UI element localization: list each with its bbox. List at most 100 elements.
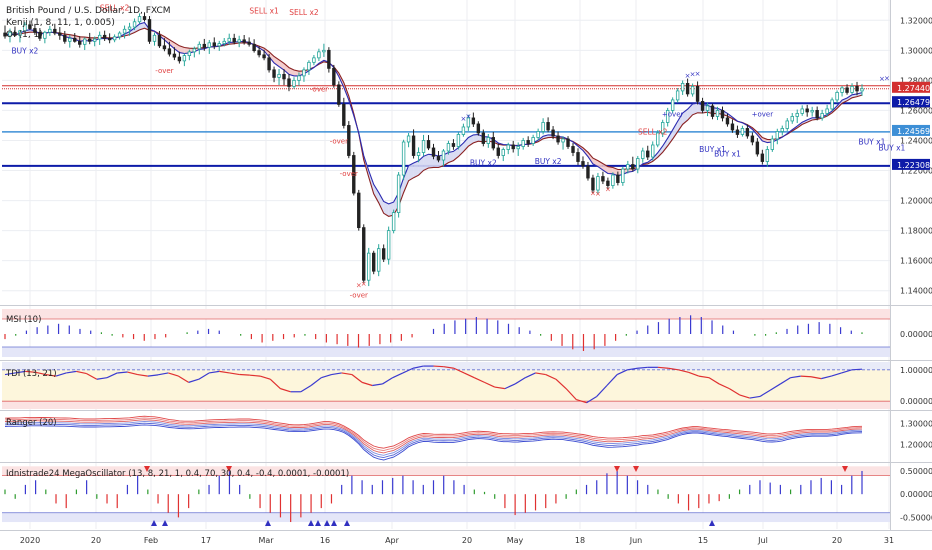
mega-tick-label[interactable]: 0.00000 [900, 490, 932, 499]
time-tick-label[interactable]: 16 [320, 536, 330, 545]
candle-body [68, 37, 72, 42]
candle-body [332, 67, 336, 86]
candle [805, 104, 809, 117]
candle [202, 38, 207, 51]
level-tag-bg[interactable] [892, 96, 930, 108]
price-tick-label[interactable]: 1.22000 [900, 167, 932, 176]
candle-body [362, 227, 366, 281]
time-tick-label[interactable]: 17 [201, 536, 211, 545]
candle [755, 138, 760, 157]
time-tick-label[interactable]: 31 [884, 536, 894, 545]
candle [616, 171, 620, 186]
candle [372, 250, 376, 275]
candle-body [372, 252, 376, 272]
candle-body [436, 155, 441, 161]
level-tag-label[interactable]: 1.22308 [897, 161, 930, 170]
price-tick-label[interactable]: 1.20000 [900, 197, 932, 206]
time-tick-label[interactable]: May [507, 536, 524, 545]
tdi-tick-label[interactable]: 1.00000 [900, 366, 932, 375]
level-tag-label[interactable]: 1.24569 [897, 127, 930, 136]
time-tick-label[interactable]: 20 [462, 536, 472, 545]
time-tick-label[interactable]: Apr [385, 536, 400, 545]
mega-panel-title[interactable]: Idnistrade24 MegaOscillator (13, 8, 21, … [6, 469, 349, 479]
mega-tick-label[interactable]: -0.50000 [900, 513, 932, 522]
mega-tick-label[interactable]: 0.50000 [900, 467, 932, 476]
candle [167, 41, 172, 57]
time-tick-label[interactable]: 2020 [20, 536, 40, 545]
candle-body [102, 34, 107, 39]
level-tag-label[interactable]: 1.27440 [897, 84, 930, 93]
time-tick-label[interactable]: 18 [575, 536, 585, 545]
candle [646, 145, 650, 161]
cloud-segment [423, 154, 429, 171]
price-tick-label[interactable]: 1.18000 [900, 227, 932, 236]
cloud-segment [448, 151, 454, 163]
level-tag-bg[interactable] [892, 158, 930, 170]
mega-buy-triangle [151, 519, 157, 526]
cloud-segment [378, 192, 384, 214]
tdi-line-segment [259, 375, 271, 380]
mega-buy-triangle [308, 519, 314, 526]
tdi-line-segment [790, 375, 801, 379]
candle [486, 134, 491, 148]
candle [177, 51, 182, 64]
tdi-line-segment [616, 369, 628, 376]
time-tick-label[interactable]: Jul [757, 536, 768, 545]
candle-body [317, 51, 321, 59]
candle-body [107, 37, 112, 41]
tdi-line-segment [606, 374, 618, 386]
level-tag-bg[interactable] [892, 124, 930, 136]
indicator-oi-label[interactable]: OI (1, 1) [6, 30, 43, 40]
cloud-segment [293, 70, 299, 76]
candle [212, 37, 216, 50]
time-tick-label[interactable]: 20 [91, 536, 101, 545]
candle-body [212, 42, 216, 47]
tdi-panel-title[interactable]: TDI (13, 21) [5, 369, 57, 379]
level-tag-bg[interactable] [892, 81, 930, 93]
time-tick-label[interactable]: Feb [144, 536, 158, 545]
tdi-line-segment [565, 388, 577, 401]
candle-body [486, 137, 491, 144]
time-tick-label[interactable]: 20 [832, 536, 842, 545]
tdi-line-segment [188, 378, 200, 383]
price-tick-label[interactable]: 1.28000 [900, 76, 932, 85]
candle [735, 125, 740, 138]
price-tick-label[interactable]: 1.24000 [900, 136, 932, 145]
price-tick-label[interactable]: 1.30000 [900, 46, 932, 55]
candle [536, 128, 540, 141]
candle [68, 35, 72, 48]
msi-panel-title[interactable]: MSI (10) [6, 315, 41, 325]
candle [601, 171, 605, 185]
price-axis[interactable]: 1.32000 1.30000 1.28000 1.26000 1.24000 1.220… [892, 16, 932, 296]
time-axis[interactable]: 2020 20 Feb 17 Mar 16 Apr 20 May 18 Jun 15 Jul 20 31 [20, 536, 894, 545]
tdi-line-segment [300, 384, 312, 393]
candle [680, 80, 685, 95]
tdi-line-segment [708, 377, 720, 385]
time-tick-label[interactable]: 15 [698, 536, 708, 545]
candle [287, 74, 291, 92]
ranger-tick-label[interactable]: 1.30000 [900, 420, 932, 429]
level-tag-label[interactable]: 1.26479 [897, 98, 930, 107]
tdi-line-segment [514, 377, 526, 385]
indicator-kenji-label[interactable]: Kenji (1, 8, 11, 1, 0.005) [6, 18, 115, 28]
msi-tick-label[interactable]: 0.00000 [900, 330, 932, 339]
price-tick-label[interactable]: 1.16000 [900, 257, 932, 266]
candle-body [28, 24, 32, 29]
candle [551, 126, 555, 140]
candle-body [675, 90, 680, 101]
candle-body [855, 85, 859, 92]
time-tick-label[interactable]: Mar [258, 536, 274, 545]
tdi-line-segment [137, 373, 148, 377]
sell-signal-label: SELL x2 [289, 8, 319, 17]
candle-body [680, 82, 685, 92]
candle [132, 18, 137, 31]
ranger-panel-title[interactable]: Ranger (20) [6, 418, 57, 428]
tdi-tick-label[interactable]: 0.00000 [900, 397, 932, 406]
time-tick-label[interactable]: Jun [629, 536, 643, 545]
cloud-segment [667, 129, 673, 146]
ranger-tick-label[interactable]: 1.20000 [900, 440, 932, 449]
candle [347, 121, 351, 159]
price-tick-label[interactable]: 1.32000 [900, 16, 932, 25]
price-tick-label[interactable]: 1.26000 [900, 106, 932, 115]
price-tick-label[interactable]: 1.14000 [900, 287, 932, 296]
